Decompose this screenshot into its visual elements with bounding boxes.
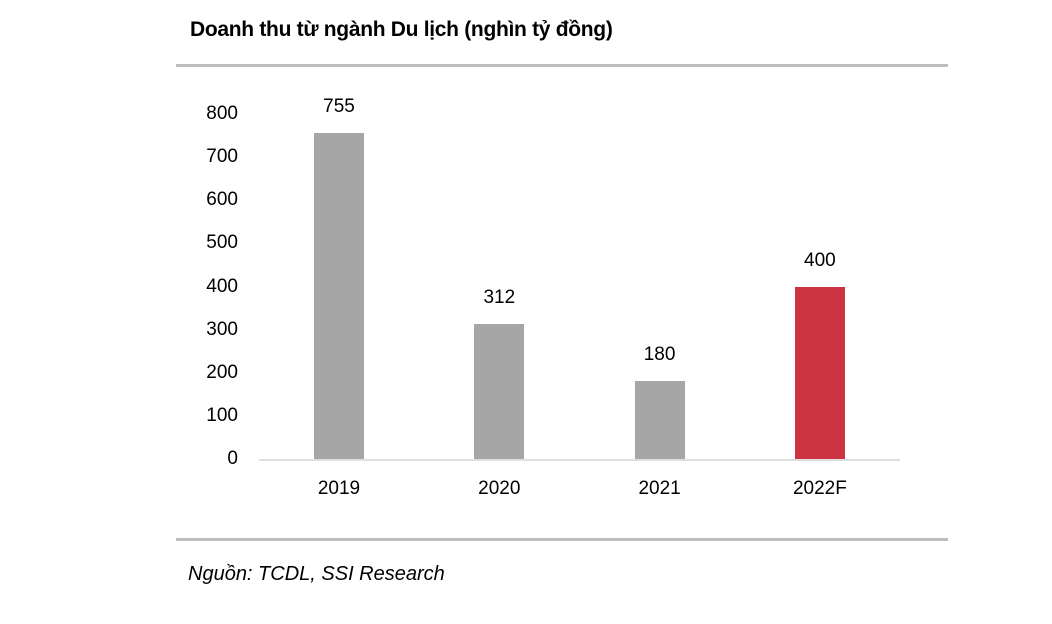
x-axis-category-label: 2020: [478, 478, 521, 499]
bar-value-label: 180: [643, 344, 676, 366]
y-axis-tick-label: 400: [206, 275, 238, 297]
chart-title: Doanh thu từ ngành Du lịch (nghìn tỷ đồn…: [190, 18, 613, 41]
x-axis-category-label: 2021: [638, 478, 681, 499]
x-axis-line: [259, 459, 900, 461]
y-axis-tick-label: 600: [206, 189, 238, 211]
bar-value-label: 755: [323, 96, 355, 118]
y-axis-tick-label: 100: [206, 404, 238, 426]
y-axis-tick-label: 300: [206, 318, 238, 340]
x-axis-category-label: 2022F: [792, 478, 847, 499]
bar-value-label: 312: [483, 287, 516, 309]
x-axis-category-label: 2019: [317, 478, 361, 499]
bar-2019: [314, 133, 364, 459]
bar-2020: [474, 324, 525, 459]
y-axis-tick-label: 0: [227, 448, 238, 469]
bar-value-label: 400: [804, 249, 836, 271]
title-divider: [176, 64, 948, 67]
bar-chart: 0 100 200 300 400 500 600 700 800 755 2019 312 2020 1…: [206, 96, 900, 499]
source-text: Nguồn: TCDL, SSI Research: [188, 563, 445, 585]
bar-2021: [634, 381, 685, 459]
y-axis-tick-label: 500: [206, 232, 238, 254]
bar-2022F: [794, 286, 845, 459]
y-axis-tick-label: 700: [206, 146, 238, 168]
footer-divider: [176, 538, 948, 541]
y-axis-tick-label: 200: [206, 361, 238, 383]
y-axis-tick-label: 800: [206, 103, 238, 124]
